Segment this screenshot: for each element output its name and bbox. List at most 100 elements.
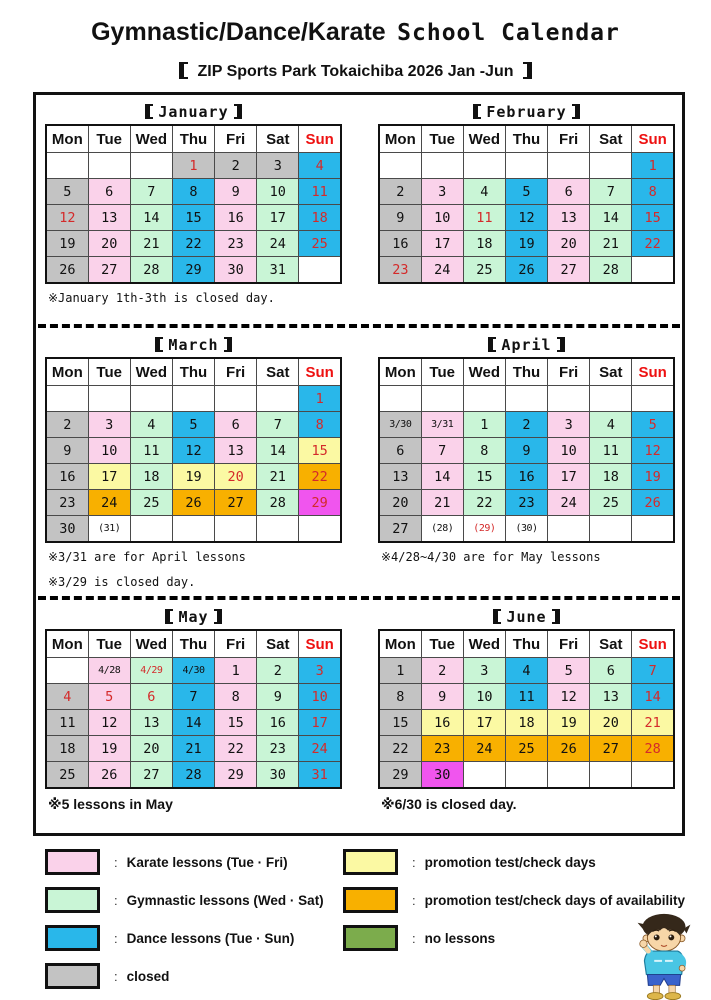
day-cell: 18 bbox=[298, 204, 342, 231]
day-cell: 1 bbox=[214, 657, 258, 684]
day-cell: 11 bbox=[129, 437, 173, 464]
day-header-sun: Sun bbox=[631, 357, 675, 386]
day-cell: 20 bbox=[214, 463, 258, 490]
day-cell: 9 bbox=[420, 683, 464, 710]
page-title: Gymnastic/Dance/Karate School Calendar bbox=[0, 18, 711, 47]
day-cell: 6 bbox=[378, 437, 422, 464]
day-cell: (28) bbox=[420, 515, 464, 543]
day-cell: 19 bbox=[504, 230, 549, 257]
day-cell: 26 bbox=[45, 256, 89, 284]
day-cell: 24 bbox=[462, 735, 506, 762]
legend-color-swatch bbox=[45, 849, 100, 875]
day-cell: 25 bbox=[504, 735, 549, 762]
legend-label: Dance lessons (Tue · Sun) bbox=[126, 930, 295, 946]
day-cell: 17 bbox=[420, 230, 464, 257]
day-cell: 18 bbox=[462, 230, 506, 257]
day-header-fri: Fri bbox=[214, 629, 258, 658]
month-name: March bbox=[168, 336, 219, 354]
day-header-sun: Sun bbox=[631, 124, 675, 153]
month-slot-may: May Mon Tue Wed Thu Fri Sat Sun 4/28 4/29 4/30 1 2 3 4… bbox=[45, 608, 342, 829]
day-cell: 8 bbox=[462, 437, 506, 464]
month-slot-march: March Mon Tue Wed Thu Fri Sat Sun 1 2 3 4 5 6 7 8 9 10 11 1… bbox=[45, 336, 342, 596]
day-cell: 5 bbox=[87, 683, 131, 710]
day-cell: 9 bbox=[256, 683, 300, 710]
day-cell: 28 bbox=[589, 256, 633, 284]
day-cell: 30 bbox=[256, 761, 300, 789]
day-cell bbox=[547, 515, 591, 543]
day-cell bbox=[171, 385, 216, 412]
day-cell: 2 bbox=[214, 152, 258, 179]
legend-item-dance: : Dance lessons (Tue · Sun) bbox=[45, 925, 343, 951]
day-cell: 25 bbox=[129, 489, 173, 516]
day-cell: 4/30 bbox=[171, 657, 216, 684]
calendar-outer-box: January Mon Tue Wed Thu Fri Sat Sun 1 2 3 4 5 6 7 8 9 10 1… bbox=[33, 92, 685, 836]
month-slot-june: June Mon Tue Wed Thu Fri Sat Sun 1 2 3 4 5 6 7 8 9 10 11 12… bbox=[378, 608, 675, 829]
day-cell: 28 bbox=[256, 489, 300, 516]
calendar-table-february: Mon Tue Wed Thu Fri Sat Sun 1 2 3 4 5 6 7 8 9 10 11 12 13 14… bbox=[378, 124, 675, 284]
day-header-sun: Sun bbox=[298, 629, 342, 658]
calendar-table-june: Mon Tue Wed Thu Fri Sat Sun 1 2 3 4 5 6 7 8 9 10 11 12 13 14… bbox=[378, 629, 675, 789]
day-cell: 8 bbox=[171, 178, 216, 205]
day-cell: 28 bbox=[129, 256, 173, 284]
day-cell: 12 bbox=[504, 204, 549, 231]
day-cell: 15 bbox=[214, 709, 258, 736]
day-cell: 2 bbox=[420, 657, 464, 684]
day-cell bbox=[129, 152, 173, 179]
day-cell: 4 bbox=[129, 411, 173, 438]
day-header-mon: Mon bbox=[378, 124, 422, 153]
day-cell: 22 bbox=[171, 230, 216, 257]
month-section-jan-feb: January Mon Tue Wed Thu Fri Sat Sun 1 2 3 4 5 6 7 8 9 10 1… bbox=[36, 95, 682, 324]
day-cell bbox=[631, 761, 675, 789]
month-notes-march: ※3/31 are for April lessons ※3/29 is clos… bbox=[45, 550, 342, 589]
day-cell: 24 bbox=[256, 230, 300, 257]
day-cell: 4 bbox=[45, 683, 89, 710]
day-cell: 8 bbox=[378, 683, 422, 710]
day-cell: 23 bbox=[214, 230, 258, 257]
day-cell: 8 bbox=[214, 683, 258, 710]
day-cell: 15 bbox=[298, 437, 342, 464]
day-cell: 16 bbox=[504, 463, 549, 490]
day-cell: 4 bbox=[589, 411, 633, 438]
month-name: January bbox=[158, 103, 229, 121]
day-cell: 3 bbox=[87, 411, 131, 438]
day-cell bbox=[256, 385, 300, 412]
legend-label: Karate lessons (Tue · Fri) bbox=[126, 854, 288, 870]
day-cell: 6 bbox=[214, 411, 258, 438]
day-cell: 3/30 bbox=[378, 411, 422, 438]
day-cell bbox=[45, 152, 89, 179]
day-cell: 7 bbox=[256, 411, 300, 438]
day-cell bbox=[420, 152, 464, 179]
day-cell: 2 bbox=[504, 411, 549, 438]
day-cell: 20 bbox=[547, 230, 591, 257]
day-header-sat: Sat bbox=[589, 629, 633, 658]
day-cell: 25 bbox=[45, 761, 89, 789]
day-cell: 15 bbox=[462, 463, 506, 490]
legend-item-closed: : closed bbox=[45, 963, 343, 989]
day-cell: 3 bbox=[298, 657, 342, 684]
day-header-mon: Mon bbox=[378, 357, 422, 386]
day-header-fri: Fri bbox=[214, 357, 258, 386]
day-cell: 15 bbox=[378, 709, 422, 736]
day-header-tue: Tue bbox=[420, 357, 464, 386]
legend-color-swatch bbox=[45, 887, 100, 913]
day-header-wed: Wed bbox=[129, 629, 173, 658]
day-header-thu: Thu bbox=[171, 357, 216, 386]
day-cell: 1 bbox=[171, 152, 216, 179]
calendar-table-march: Mon Tue Wed Thu Fri Sat Sun 1 2 3 4 5 6 7 8 9 10 11 12 13 14… bbox=[45, 357, 342, 543]
day-cell: 2 bbox=[378, 178, 422, 205]
open-bracket-icon bbox=[145, 104, 154, 119]
day-cell: 4 bbox=[462, 178, 506, 205]
day-cell: (30) bbox=[504, 515, 549, 543]
day-cell: 12 bbox=[45, 204, 89, 231]
day-cell: 26 bbox=[171, 489, 216, 516]
legend-colon: : bbox=[412, 854, 416, 870]
day-cell bbox=[547, 385, 591, 412]
day-cell: 3 bbox=[420, 178, 464, 205]
day-cell: 5 bbox=[171, 411, 216, 438]
day-cell bbox=[129, 385, 173, 412]
legend-item-no_lessons: : no lessons bbox=[343, 925, 685, 951]
day-cell bbox=[378, 152, 422, 179]
day-cell: 8 bbox=[631, 178, 675, 205]
legend-color-swatch bbox=[343, 887, 399, 913]
day-cell: 4/29 bbox=[129, 657, 173, 684]
